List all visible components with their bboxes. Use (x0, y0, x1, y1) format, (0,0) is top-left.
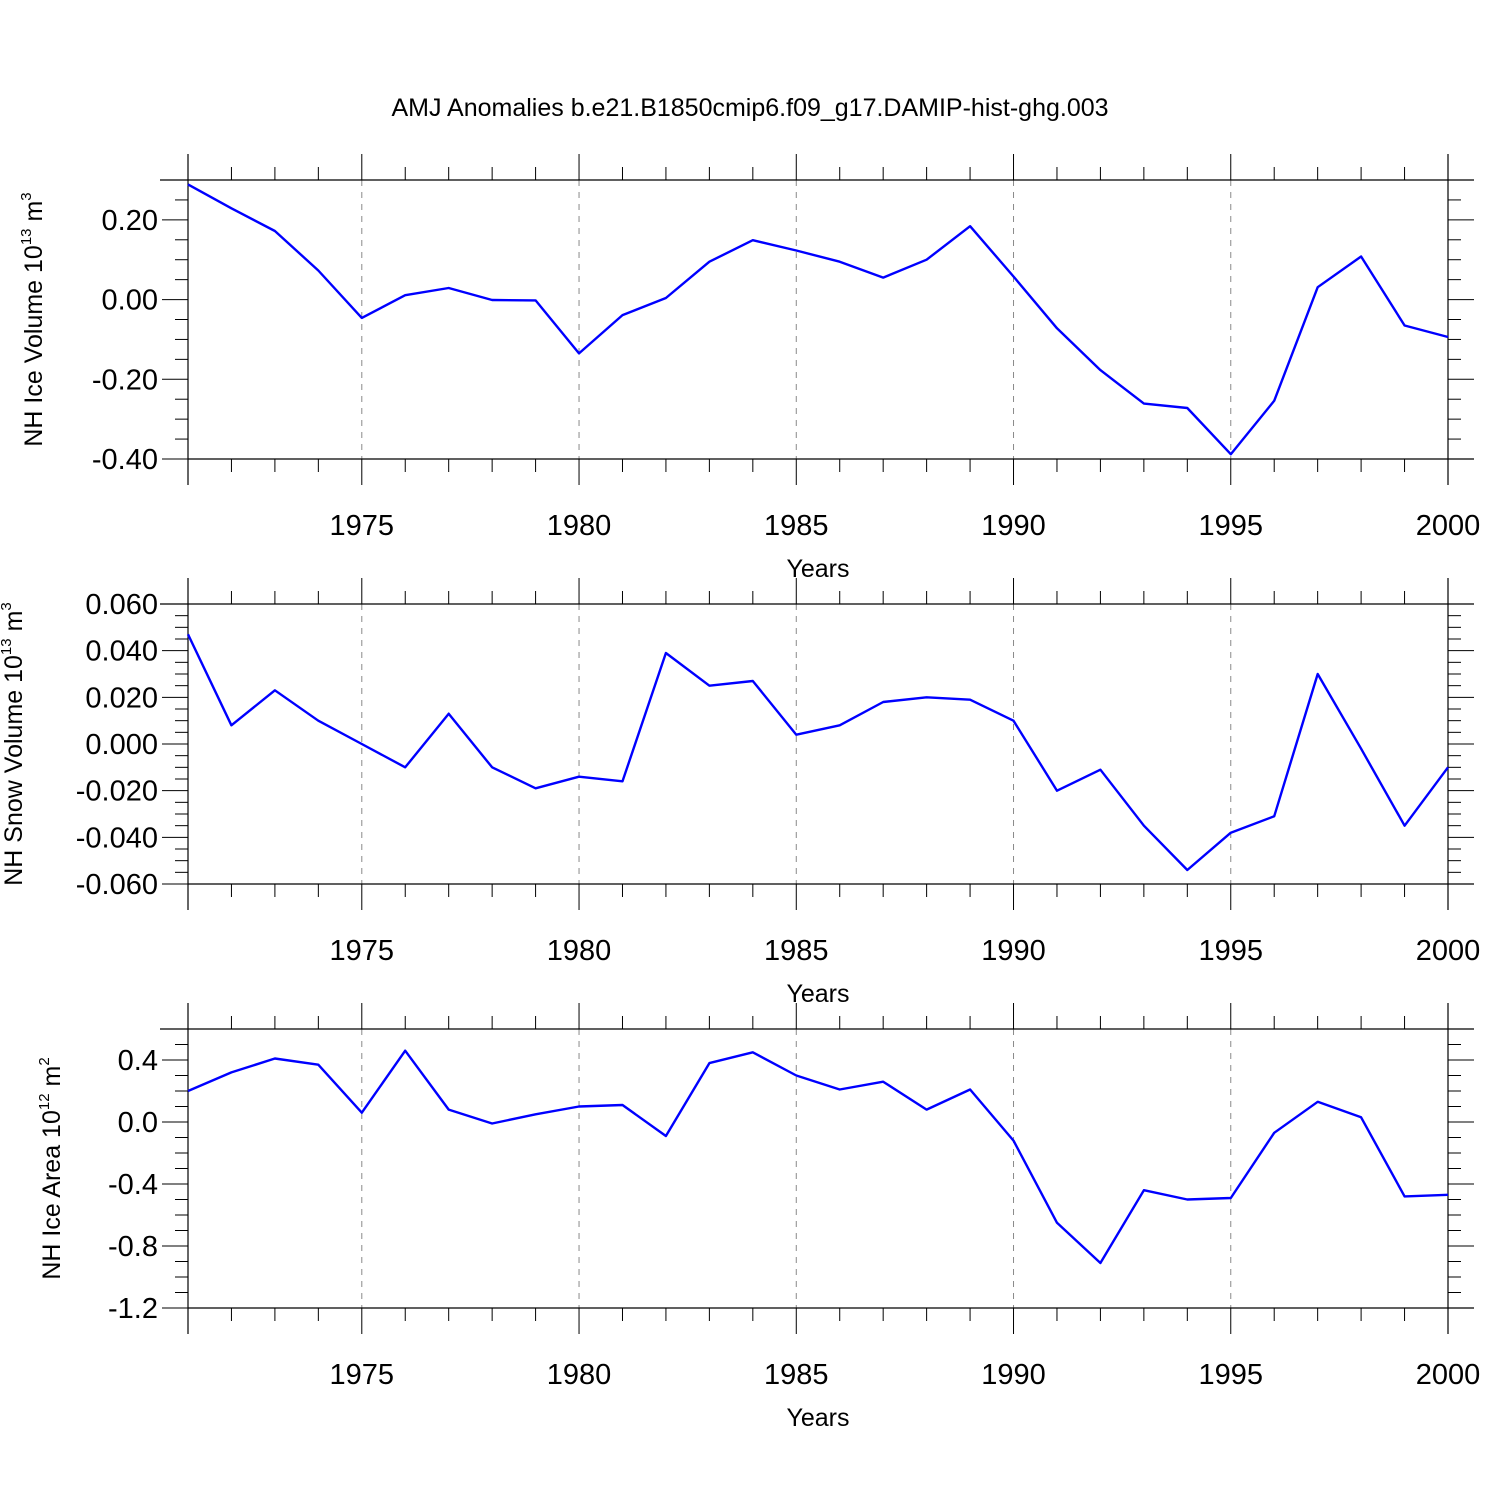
x-tick-label: 1990 (981, 510, 1046, 542)
series-line (187, 1049, 1449, 1265)
y-tick-label: 0.020 (85, 682, 158, 714)
x-axis-title: Years (786, 980, 849, 1008)
x-tick-label: 1975 (330, 935, 395, 967)
x-axis-title: Years (786, 555, 849, 583)
y-tick-label: -0.8 (108, 1231, 158, 1263)
y-tick-label: -1.2 (108, 1293, 158, 1325)
panel-3: 1975 1980 1985 1990 1995 2000 -1.2 -0.8 -0.4 0.0 0… (36, 1003, 1480, 1432)
x-tick-label: 1990 (981, 1359, 1046, 1391)
x-tick-label: 1980 (547, 1359, 612, 1391)
y-tick-label: 0.040 (85, 636, 158, 668)
y-tick-label: 0.0 (118, 1107, 158, 1139)
chart-title: AMJ Anomalies b.e21.B1850cmip6.f09_g17.D… (391, 94, 1108, 122)
x-tick-label: 2000 (1416, 1359, 1481, 1391)
y-tick-label: -0.40 (92, 444, 158, 476)
y-tick-label: -0.20 (92, 364, 158, 396)
x-tick-label: 1995 (1199, 1359, 1264, 1391)
y-tick-label: -0.040 (76, 822, 158, 854)
x-tick-label: 1980 (547, 510, 612, 542)
panel-1: 1975 1980 1985 1990 1995 2000 -0.40 -0.20 0.00 0.… (18, 154, 1480, 583)
y-tick-label: 0.00 (102, 285, 158, 317)
x-tick-label: 1990 (981, 935, 1046, 967)
panel-2: 1975 1980 1985 1990 1995 2000 -0.060 -0.040 -0.0… (0, 578, 1480, 1008)
y-tick-label: 0.20 (102, 205, 158, 237)
x-tick-label: 1995 (1199, 935, 1264, 967)
x-tick-label: 1980 (547, 935, 612, 967)
y-tick-label: 0.000 (85, 729, 158, 761)
x-tick-label: 1975 (330, 1359, 395, 1391)
x-tick-label: 1985 (764, 1359, 829, 1391)
y-axis-title: NH Ice Area 1012 m2 (36, 1057, 66, 1279)
y-tick-label: 0.060 (85, 589, 158, 621)
x-tick-label: 1995 (1199, 510, 1264, 542)
series-line (187, 183, 1449, 456)
x-tick-label: 1985 (764, 510, 829, 542)
y-tick-label: -0.4 (108, 1169, 158, 1201)
x-axis-title: Years (786, 1404, 849, 1432)
x-tick-label: 1985 (764, 935, 829, 967)
x-tick-label: 2000 (1416, 510, 1481, 542)
series-line (186, 633, 1449, 872)
y-tick-label: 0.4 (118, 1045, 158, 1077)
y-tick-label: -0.020 (76, 776, 158, 808)
x-tick-label: 1975 (330, 510, 395, 542)
y-axis-title: NH Ice Volume 1013 m3 (18, 192, 48, 446)
y-axis-title: NH Snow Volume 1013 m3 (0, 602, 28, 886)
y-tick-label: -0.060 (76, 869, 158, 901)
x-tick-label: 2000 (1416, 935, 1481, 967)
panels: 1975 1980 1985 1990 1995 2000 -0.40 -0.20 0.00 0.… (0, 154, 1480, 1432)
